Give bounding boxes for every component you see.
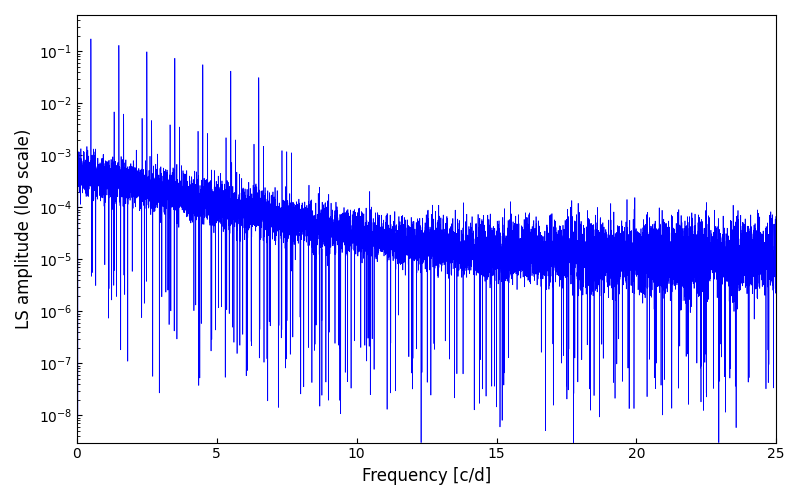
Y-axis label: LS amplitude (log scale): LS amplitude (log scale) [15,128,33,329]
X-axis label: Frequency [c/d]: Frequency [c/d] [362,467,491,485]
